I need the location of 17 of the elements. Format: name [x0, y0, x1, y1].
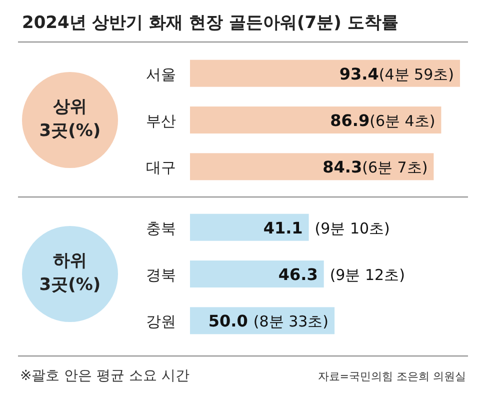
y-tick-label: 대구	[146, 158, 176, 177]
data-label: 50.0 (8분 33초)	[208, 312, 329, 331]
y-axis-title: 상위 3곳(%)	[39, 97, 101, 141]
chart-title: 2024년 상반기 화재 현장 골든아워(7분) 도착률	[22, 13, 398, 33]
y-axis-title: 하위 3곳(%)	[39, 251, 101, 295]
y-tick-label: 부산	[146, 112, 176, 130]
data-label: 86.9(6분 4초)	[330, 111, 436, 130]
text: 자료=국민의힘 조은희 의원실	[318, 370, 466, 383]
text: ※괄호 안은 평균 소요 시간	[20, 368, 190, 384]
data-label: 46.3 (9분 12초)	[278, 265, 405, 284]
y-tick-label: 강원	[146, 312, 176, 331]
y-tick-label: 경북	[146, 266, 176, 284]
data-label: 84.3(6분 7초)	[322, 158, 428, 177]
data-label: 93.4(4분 59초)	[339, 64, 454, 84]
y-tick-label: 충북	[146, 219, 176, 238]
y-tick-label: 서울	[146, 65, 176, 84]
data-label: 41.1 (9분 10초)	[263, 218, 390, 238]
